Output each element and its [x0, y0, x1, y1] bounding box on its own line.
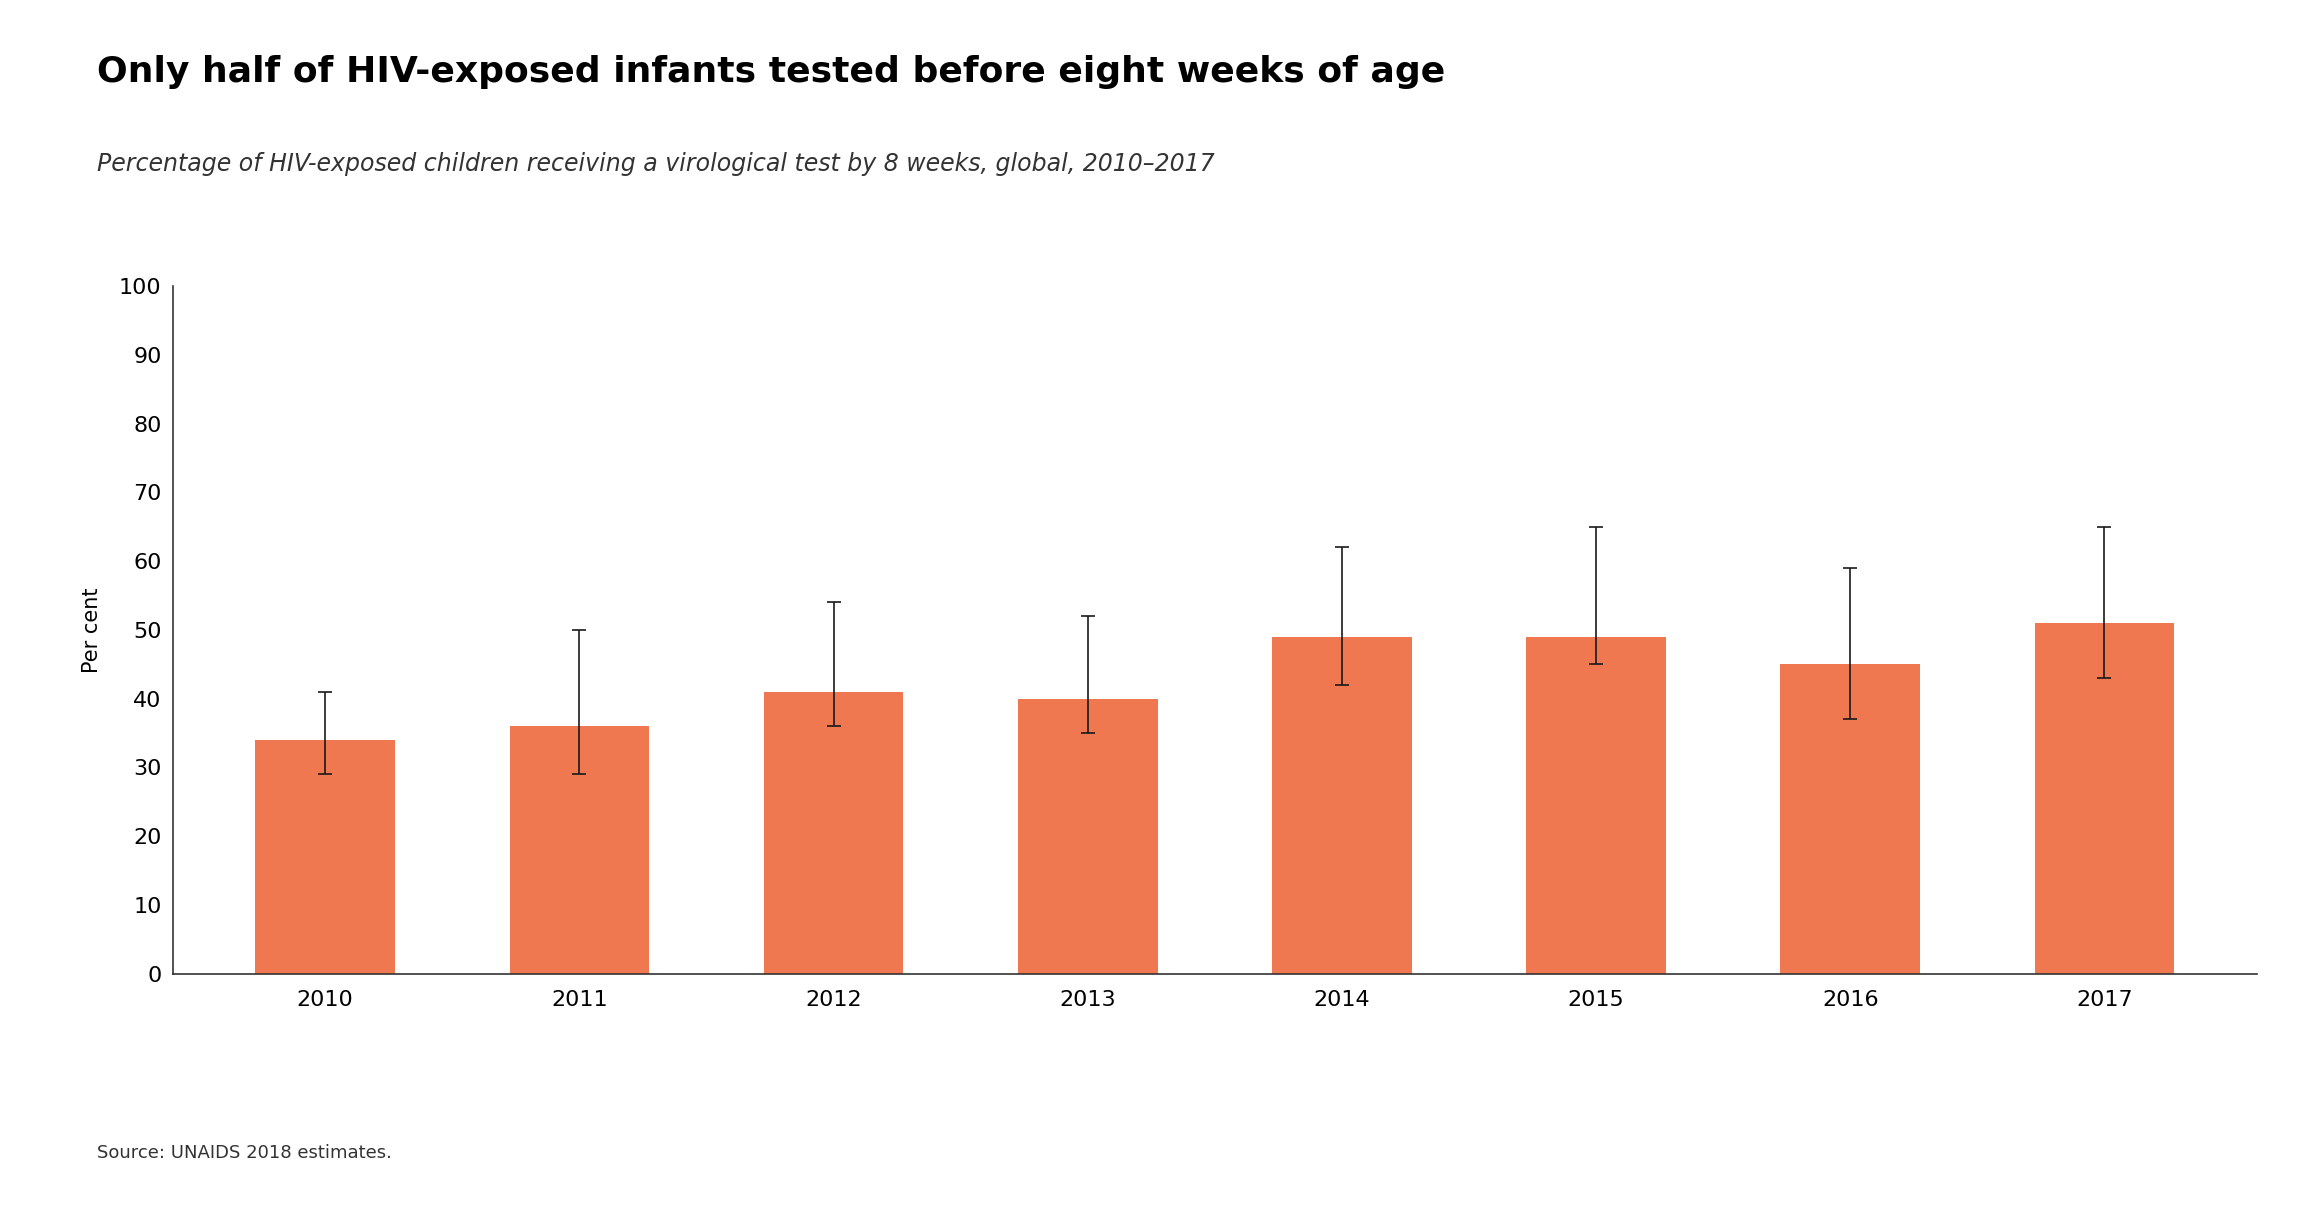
- Bar: [1271, 636, 1412, 974]
- Bar: [1018, 699, 1158, 974]
- Bar: [2034, 623, 2174, 974]
- Bar: [509, 727, 649, 974]
- Bar: [256, 740, 396, 974]
- Text: Only half of HIV-exposed infants tested before eight weeks of age: Only half of HIV-exposed infants tested …: [97, 55, 1444, 89]
- Y-axis label: Per cent: Per cent: [83, 587, 101, 673]
- Bar: [1780, 664, 1921, 974]
- Bar: [1527, 636, 1665, 974]
- Bar: [765, 691, 903, 974]
- Text: Percentage of HIV-exposed children receiving a virological test by 8 weeks, glob: Percentage of HIV-exposed children recei…: [97, 152, 1214, 176]
- Text: Source: UNAIDS 2018 estimates.: Source: UNAIDS 2018 estimates.: [97, 1144, 392, 1162]
